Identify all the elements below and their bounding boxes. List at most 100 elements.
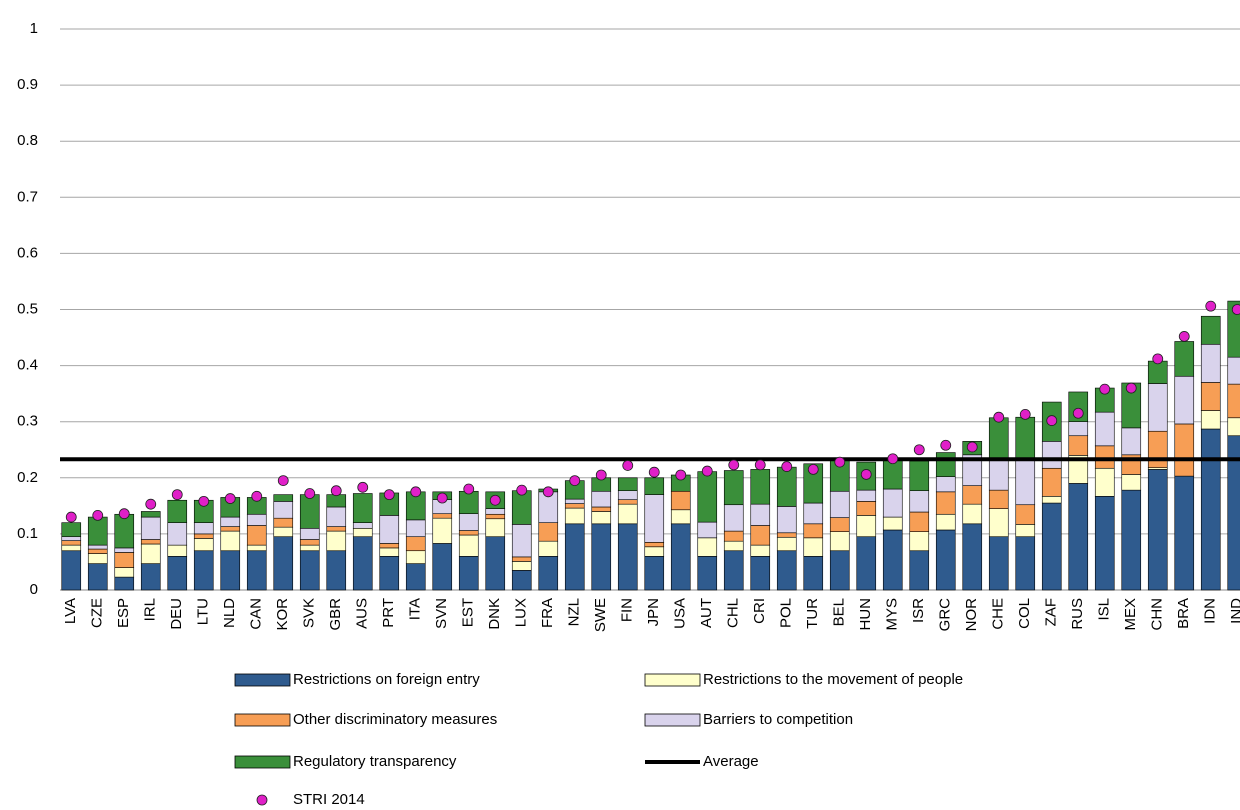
stri-marker: [330, 485, 342, 497]
bar-segment: [591, 523, 612, 591]
bar-segment: [591, 506, 612, 512]
bar-segment: [909, 460, 930, 492]
bar-segment: [697, 521, 718, 539]
bar-segment: [697, 471, 718, 523]
bar-segment: [1147, 469, 1168, 591]
legend-swatch: [234, 673, 291, 687]
bar-segment: [1094, 467, 1115, 497]
bar-segment: [1015, 457, 1036, 506]
x-tick-label: LTU: [195, 598, 212, 625]
x-tick-label: ISR: [910, 598, 927, 623]
x-tick-label: LUX: [513, 598, 530, 627]
x-tick-label: DNK: [486, 598, 503, 630]
bar-segment: [511, 524, 532, 558]
x-tick-label: EST: [460, 598, 477, 627]
bar-segment: [776, 550, 797, 591]
y-tick-label: 0.8: [17, 132, 38, 149]
stri-marker: [1125, 382, 1137, 394]
bar-segment: [988, 458, 1009, 491]
stri-marker: [92, 509, 104, 521]
stri-marker: [145, 498, 157, 510]
x-tick-label: NLD: [221, 598, 238, 628]
x-tick-label: MEX: [1122, 598, 1139, 631]
bar-segment: [379, 547, 400, 557]
bar-segment: [458, 490, 479, 515]
bar-segment: [670, 490, 691, 511]
x-tick-label: LVA: [62, 598, 79, 624]
bar-segment: [299, 527, 320, 540]
bar-segment: [988, 417, 1009, 460]
stri-marker: [913, 444, 925, 456]
bar-segment: [458, 513, 479, 531]
bar-segment: [1041, 502, 1062, 591]
bar-segment: [1094, 411, 1115, 447]
x-tick-label: KOR: [274, 598, 291, 631]
bar-segment: [644, 542, 665, 548]
bar-segment: [988, 489, 1009, 509]
bar-segment: [511, 561, 532, 571]
bar-segment: [167, 544, 188, 557]
bar-segment: [114, 576, 135, 591]
stri-marker: [198, 495, 210, 507]
bar-segment: [485, 536, 506, 591]
bar-segment: [246, 550, 267, 591]
bar-segment: [935, 491, 956, 515]
bar-segment: [935, 529, 956, 591]
bar-segment: [326, 550, 347, 591]
bar-segment: [856, 515, 877, 538]
bar-segment: [193, 550, 214, 591]
y-tick-label: 0.7: [17, 188, 38, 205]
x-tick-label: COL: [1016, 598, 1033, 629]
bar-segment: [485, 518, 506, 538]
bar-segment: [962, 523, 983, 591]
x-tick-label: AUT: [698, 598, 715, 628]
bar-segment: [352, 522, 373, 529]
bar-segment: [246, 525, 267, 546]
bar-segment: [962, 503, 983, 525]
bar-segment: [564, 507, 585, 525]
x-tick-label: TUR: [804, 598, 821, 629]
bar-segment: [114, 552, 135, 568]
bar-segment: [114, 567, 135, 578]
bar-segment: [1068, 435, 1089, 456]
stri-marker: [781, 461, 793, 472]
bar-segment: [1227, 417, 1240, 437]
y-tick-label: 1: [30, 20, 38, 37]
bar-segment: [326, 530, 347, 552]
bar-segment: [1015, 504, 1036, 525]
stri-marker: [834, 456, 846, 468]
bar-segment: [114, 547, 135, 553]
bar-segment: [617, 523, 638, 591]
bar-segment: [882, 488, 903, 518]
bar-segment: [776, 506, 797, 534]
bar-segment: [1015, 524, 1036, 538]
legend-swatch: [234, 713, 291, 727]
bar-segment: [1200, 410, 1221, 430]
bar-segment: [1200, 343, 1221, 383]
bar-segment: [1121, 427, 1142, 456]
bar-segment: [299, 494, 320, 529]
bar-segment: [644, 556, 665, 591]
stri-marker: [277, 475, 289, 487]
stri-marker: [516, 484, 528, 496]
bar-segment: [1094, 445, 1115, 469]
stri-marker: [1178, 331, 1190, 342]
bar-segment: [750, 544, 771, 557]
x-tick-label: IDN: [1202, 598, 1219, 624]
bar-segment: [1094, 496, 1115, 591]
x-tick-label: JPN: [645, 598, 662, 626]
y-tick-label: 0.3: [17, 413, 38, 430]
stri-marker: [966, 441, 978, 453]
legend-swatch: [256, 794, 268, 806]
bar-segment: [909, 511, 930, 532]
bar-segment: [644, 477, 665, 495]
bar-segment: [1174, 341, 1195, 377]
bar-segment: [193, 522, 214, 535]
bar-segment: [962, 485, 983, 505]
bar-segment: [87, 553, 108, 564]
bar-segment: [803, 463, 824, 504]
bar-segment: [299, 550, 320, 591]
bar-segment: [723, 550, 744, 591]
bar-segment: [193, 538, 214, 552]
